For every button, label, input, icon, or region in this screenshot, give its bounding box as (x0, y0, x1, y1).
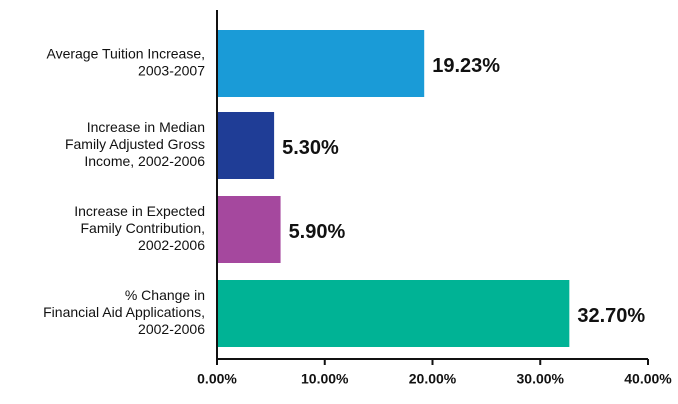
category-label: 2002-2006 (138, 237, 205, 253)
value-label: 5.90% (289, 221, 346, 243)
x-tick-label: 20.00% (409, 371, 457, 387)
category-label: Average Tuition Increase, (46, 46, 205, 62)
category-label: Income, 2002-2006 (84, 153, 205, 169)
x-tick-label: 30.00% (517, 371, 565, 387)
category-label: Increase in Median (87, 119, 205, 135)
bar (217, 280, 570, 347)
category-label: 2002-2006 (138, 321, 205, 337)
bar (217, 30, 425, 97)
category-label: Financial Aid Applications, (43, 304, 205, 320)
value-label: 5.30% (282, 137, 339, 159)
category-label: Family Contribution, (81, 220, 206, 236)
category-label: 2003-2007 (138, 63, 205, 79)
value-label: 32.70% (577, 305, 645, 327)
value-label: 19.23% (432, 55, 500, 77)
category-label: % Change in (125, 287, 205, 303)
category-label: Increase in Expected (74, 203, 205, 219)
category-label: Family Adjusted Gross (65, 136, 205, 152)
bar (217, 196, 281, 263)
bar (217, 112, 275, 179)
x-tick-label: 40.00% (624, 371, 672, 387)
x-tick-label: 0.00% (197, 371, 237, 387)
x-tick-label: 10.00% (301, 371, 349, 387)
